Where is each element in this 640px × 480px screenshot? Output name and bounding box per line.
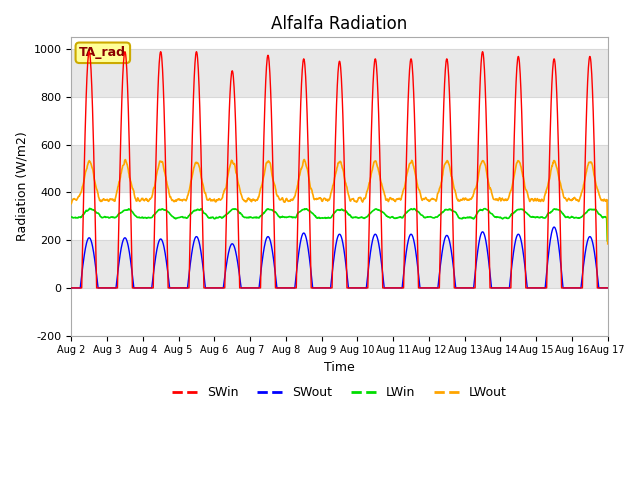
Title: Alfalfa Radiation: Alfalfa Radiation (271, 15, 408, 33)
X-axis label: Time: Time (324, 361, 355, 374)
Y-axis label: Radiation (W/m2): Radiation (W/m2) (15, 132, 28, 241)
Legend: SWin, SWout, LWin, LWout: SWin, SWout, LWin, LWout (167, 381, 512, 404)
Bar (71, 145, 608, 192)
Bar (71, 240, 608, 288)
Text: TA_rad: TA_rad (79, 46, 126, 60)
Bar (71, 49, 608, 97)
